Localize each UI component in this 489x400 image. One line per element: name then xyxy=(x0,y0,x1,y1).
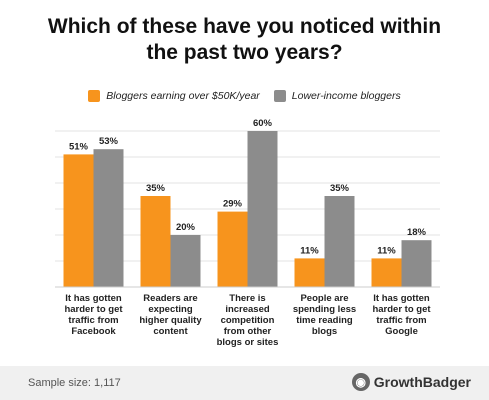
bar-series2 xyxy=(247,131,278,287)
sample-size-label: Sample size: 1,117 xyxy=(28,377,121,389)
category-label: People are xyxy=(300,293,348,304)
bar-series1 xyxy=(294,258,325,287)
bar-series2 xyxy=(401,240,432,287)
category-label: Readers are xyxy=(143,293,197,304)
badger-icon: ◉ xyxy=(351,373,370,391)
footer: Sample size: 1,117 ◉ GrowthBadger xyxy=(0,366,489,400)
bar-series2 xyxy=(324,196,355,287)
category-label: blogs or sites xyxy=(217,337,279,348)
data-label: 35% xyxy=(146,183,166,194)
bar-series1 xyxy=(63,154,94,287)
data-label: 11% xyxy=(300,245,319,256)
bar-series1 xyxy=(217,211,248,287)
data-label: 11% xyxy=(377,245,396,256)
category-label: expecting xyxy=(148,304,193,315)
data-label: 18% xyxy=(407,227,427,238)
legend-swatch-series1 xyxy=(88,90,101,102)
chart-legend: Bloggers earning over $50K/year Lower-in… xyxy=(0,90,489,102)
category-label: It has gotten xyxy=(65,293,122,304)
data-label: 51% xyxy=(69,141,89,152)
chart-title-line2: the past two years? xyxy=(146,41,343,64)
category-label: harder to get xyxy=(64,304,123,315)
chart-title-line1: Which of these have you noticed within xyxy=(47,15,442,38)
category-label: Facebook xyxy=(71,326,116,337)
legend-item-series2: Lower-income bloggers xyxy=(273,90,401,102)
bar-series1 xyxy=(371,258,402,287)
category-label: There is xyxy=(229,293,265,304)
category-label: It has gotten xyxy=(373,293,430,304)
data-label: 53% xyxy=(99,136,119,147)
bar-series2 xyxy=(93,149,124,287)
category-label: increased xyxy=(225,304,270,315)
category-label: traffic from xyxy=(376,315,426,326)
category-label: Google xyxy=(385,326,418,337)
category-label: blogs xyxy=(312,326,337,337)
legend-label-series2: Lower-income bloggers xyxy=(291,90,401,102)
brand-name: GrowthBadger xyxy=(373,374,471,390)
data-label: 35% xyxy=(330,183,350,194)
legend-item-series1: Bloggers earning over $50K/year xyxy=(88,90,260,102)
legend-label-series1: Bloggers earning over $50K/year xyxy=(106,90,260,102)
data-label: 29% xyxy=(223,199,243,210)
bar-series1 xyxy=(140,196,171,287)
brand-logo: ◉ GrowthBadger xyxy=(351,373,471,391)
data-label: 20% xyxy=(176,222,196,233)
category-label: content xyxy=(153,326,188,337)
category-label: higher quality xyxy=(139,315,202,326)
chart-title: Which of these have you noticed within t… xyxy=(0,14,489,66)
category-label: time reading xyxy=(296,315,353,326)
category-label: traffic from xyxy=(68,315,118,326)
category-label: from other xyxy=(224,326,272,337)
category-label: competition xyxy=(221,315,275,326)
category-label: spending less xyxy=(293,304,356,315)
legend-swatch-series2 xyxy=(273,90,286,102)
category-label: harder to get xyxy=(372,304,431,315)
data-label: 60% xyxy=(253,118,273,129)
bar-series2 xyxy=(170,235,201,287)
